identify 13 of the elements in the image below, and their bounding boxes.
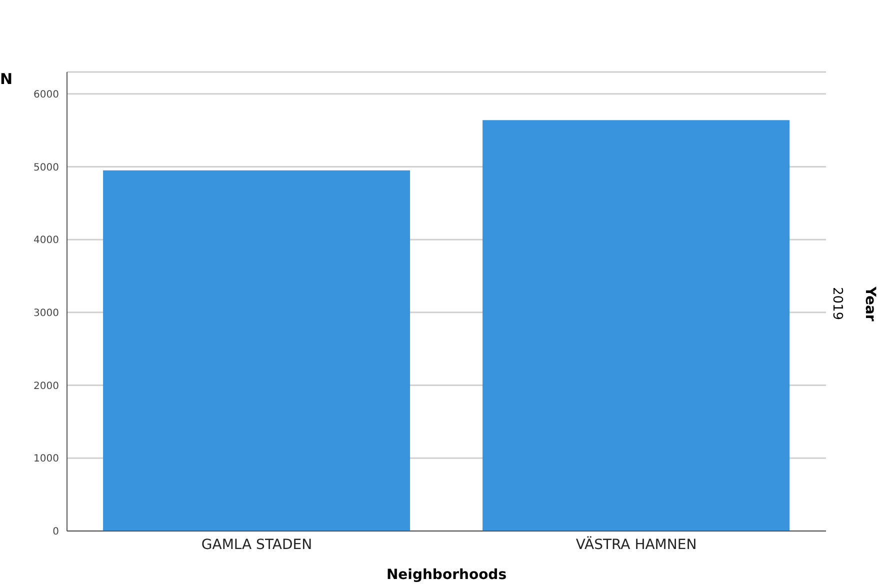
x-tick-label: GAMLA STADEN xyxy=(201,536,312,553)
y-tick-label: 0 xyxy=(52,526,59,538)
y-tick-label: 6000 xyxy=(34,89,59,100)
y-tick-label: 3000 xyxy=(34,308,59,319)
legend-title: Year xyxy=(862,286,878,324)
y-tick-label: 2000 xyxy=(34,380,59,392)
y-axis-title: N xyxy=(0,70,13,88)
y-tick-label: 5000 xyxy=(34,162,59,174)
text: 2019 xyxy=(830,286,844,322)
x-axis-title: Neighborhoods xyxy=(385,567,508,583)
y-tick-label: 1000 xyxy=(34,454,59,465)
y-tick-label: 4000 xyxy=(34,235,59,246)
x-tick-label: VÄSTRA HAMNEN xyxy=(576,536,697,553)
